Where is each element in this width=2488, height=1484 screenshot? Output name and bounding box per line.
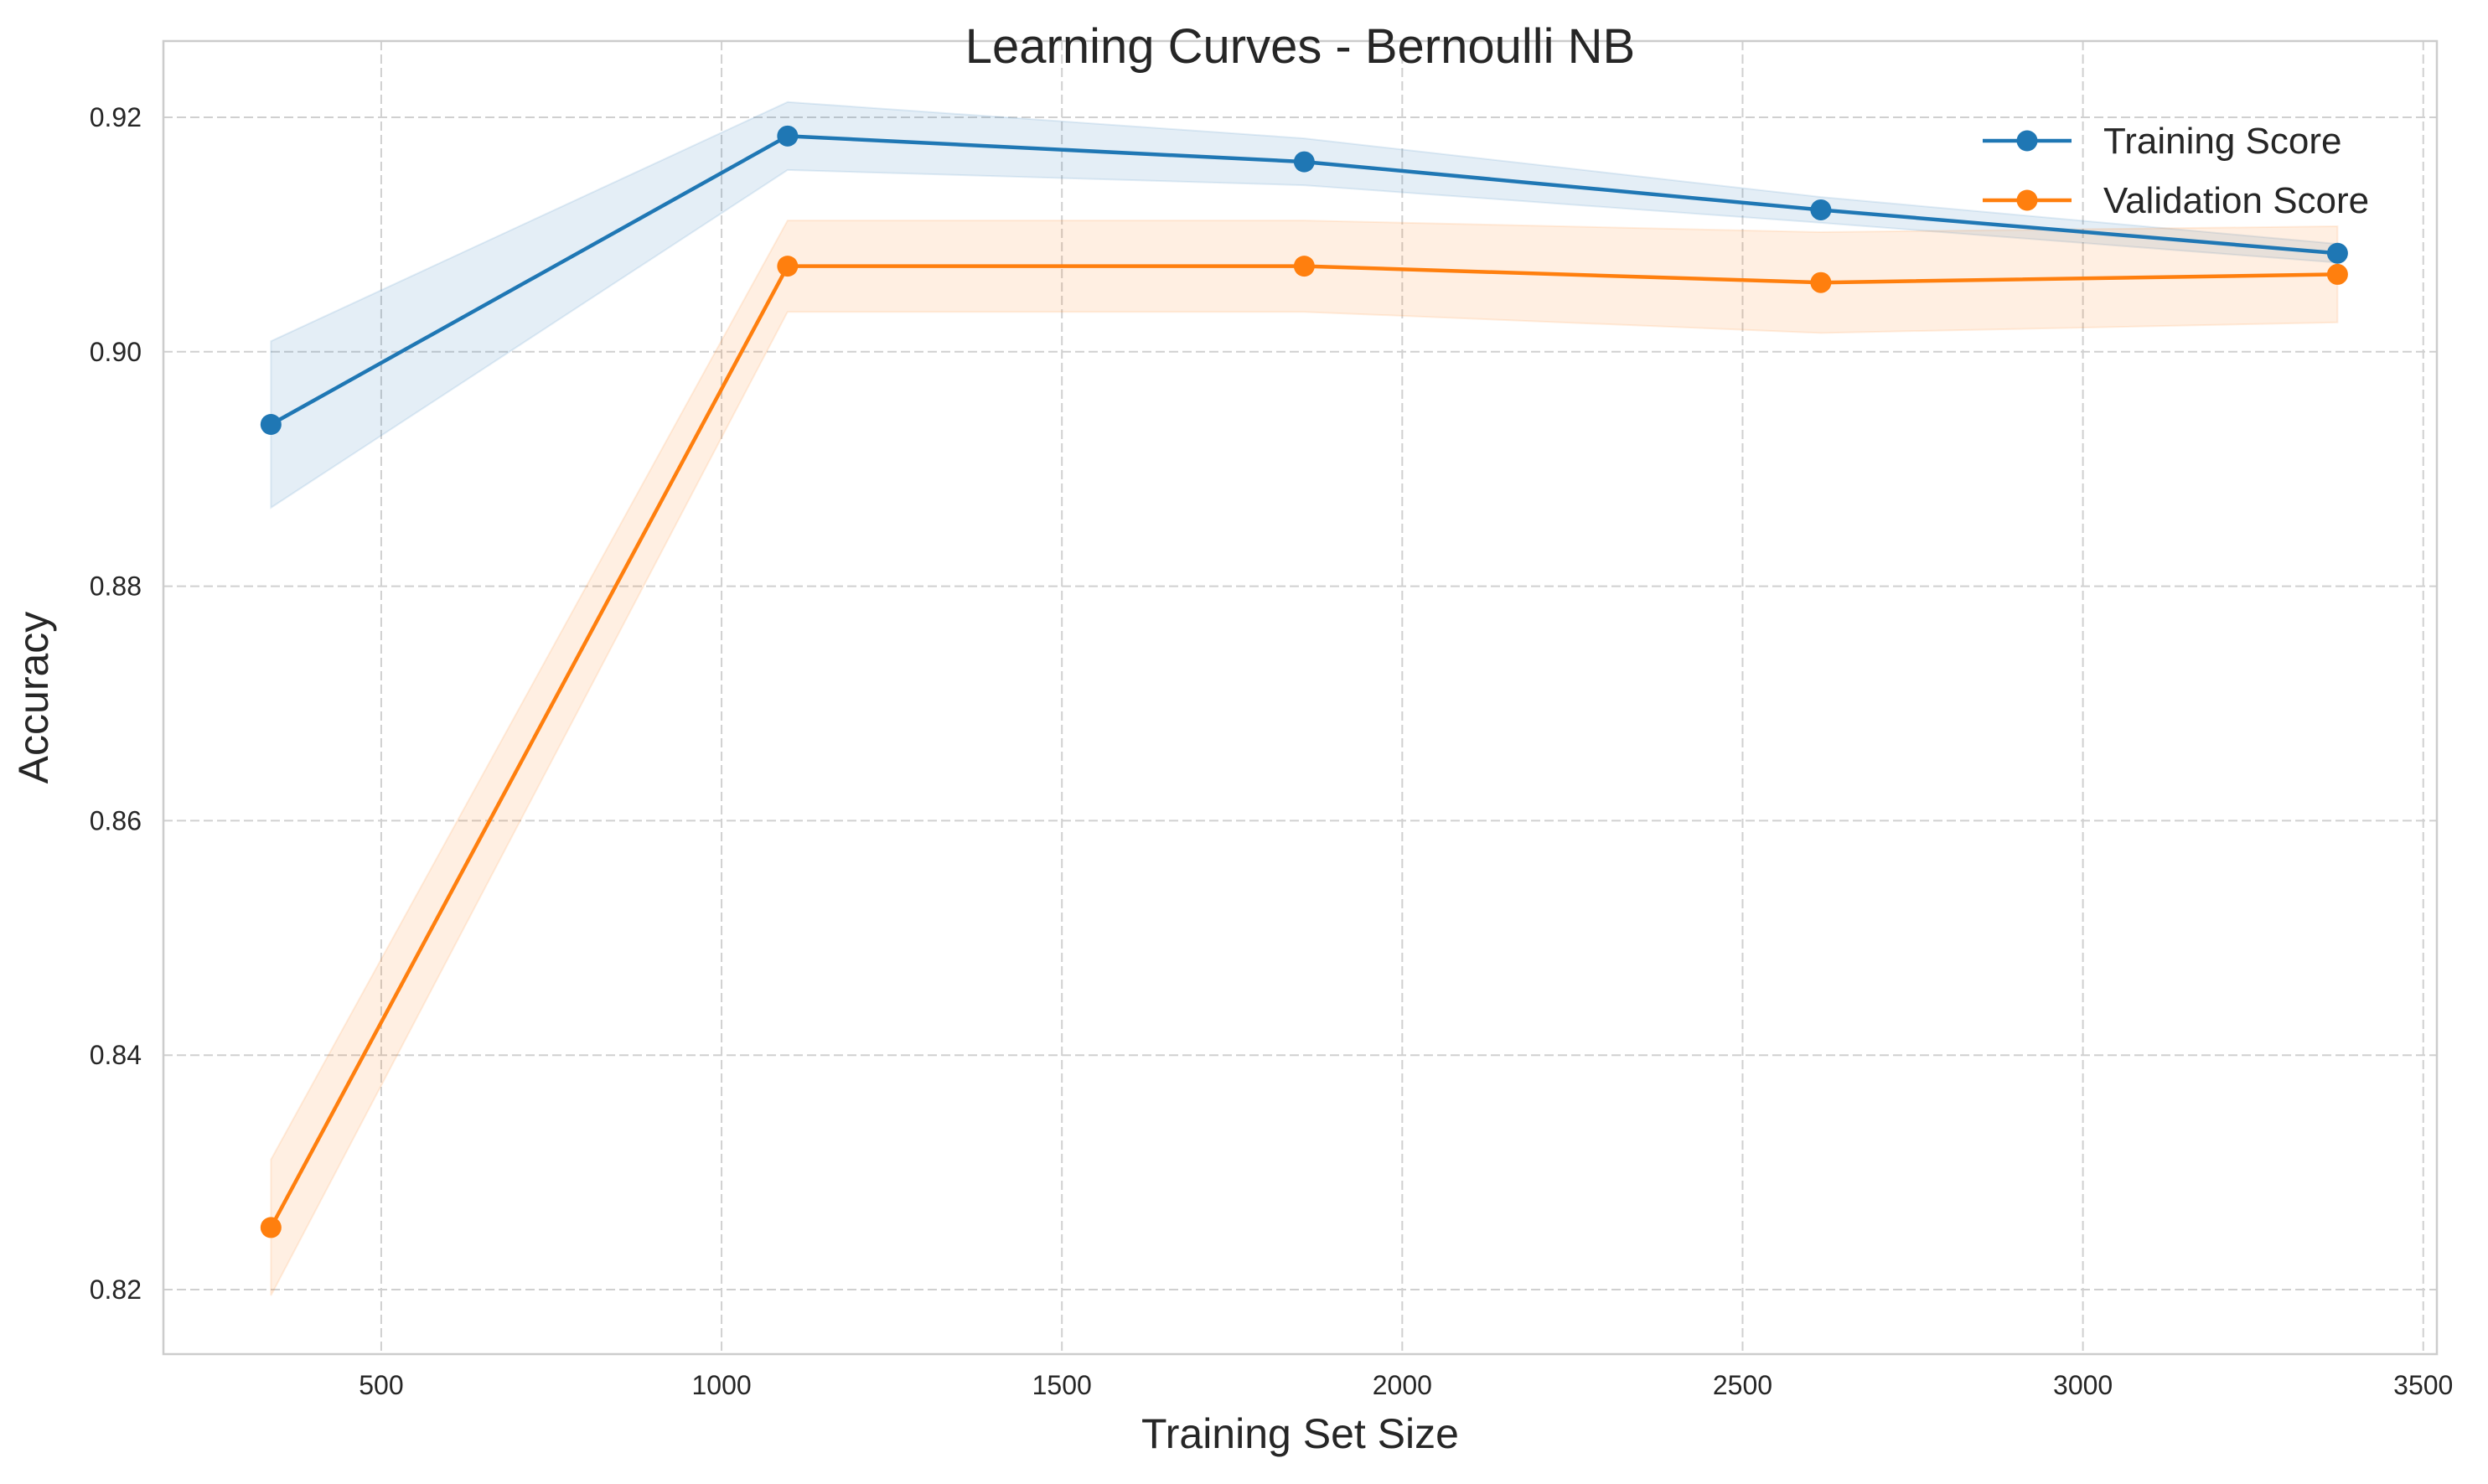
data-point <box>1810 199 1832 220</box>
confidence-band <box>270 220 2339 1296</box>
legend-label: Validation Score <box>2103 180 2369 221</box>
data-point <box>260 414 282 436</box>
x-tick-label: 1500 <box>1032 1370 1092 1400</box>
grid <box>163 41 2437 1354</box>
data-point <box>2326 242 2348 264</box>
y-tick-label: 0.82 <box>90 1275 142 1305</box>
legend: Training Score Validation Score <box>1983 121 2369 221</box>
x-tick-label: 3500 <box>2393 1370 2453 1400</box>
legend-marker <box>2016 189 2038 211</box>
legend-entry: Training Score <box>1983 121 2342 162</box>
x-tick-label: 1000 <box>691 1370 751 1400</box>
y-tick-label: 0.86 <box>90 805 142 835</box>
data-point <box>260 1217 282 1238</box>
legend-marker <box>2016 130 2038 152</box>
y-tick-label: 0.92 <box>90 102 142 132</box>
tick-labels: 500 1000 1500 2000 2500 3000 3500 0.82 0.84 0.86 0… <box>90 102 2454 1400</box>
x-tick-label: 500 <box>359 1370 403 1400</box>
chart-title: Learning Curves - Bernoulli NB <box>965 19 1635 74</box>
y-axis-title: Accuracy <box>10 612 57 784</box>
data-point <box>777 256 799 277</box>
legend-label: Training Score <box>2103 121 2342 162</box>
x-tick-label: 2500 <box>1713 1370 1772 1400</box>
x-axis-title: Training Set Size <box>1141 1410 1459 1457</box>
data-point <box>1293 151 1315 173</box>
data-point <box>1810 271 1832 293</box>
y-tick-label: 0.90 <box>90 337 142 367</box>
x-tick-label: 2000 <box>1373 1370 1432 1400</box>
y-tick-label: 0.88 <box>90 571 142 602</box>
x-tick-label: 3000 <box>2053 1370 2113 1400</box>
series-lines <box>260 125 2348 1238</box>
data-point <box>777 125 799 147</box>
y-tick-label: 0.84 <box>90 1040 142 1070</box>
legend-entry: Validation Score <box>1983 180 2369 221</box>
data-point <box>2326 263 2348 285</box>
plot-frame <box>162 39 2439 1356</box>
data-point <box>1293 256 1315 277</box>
